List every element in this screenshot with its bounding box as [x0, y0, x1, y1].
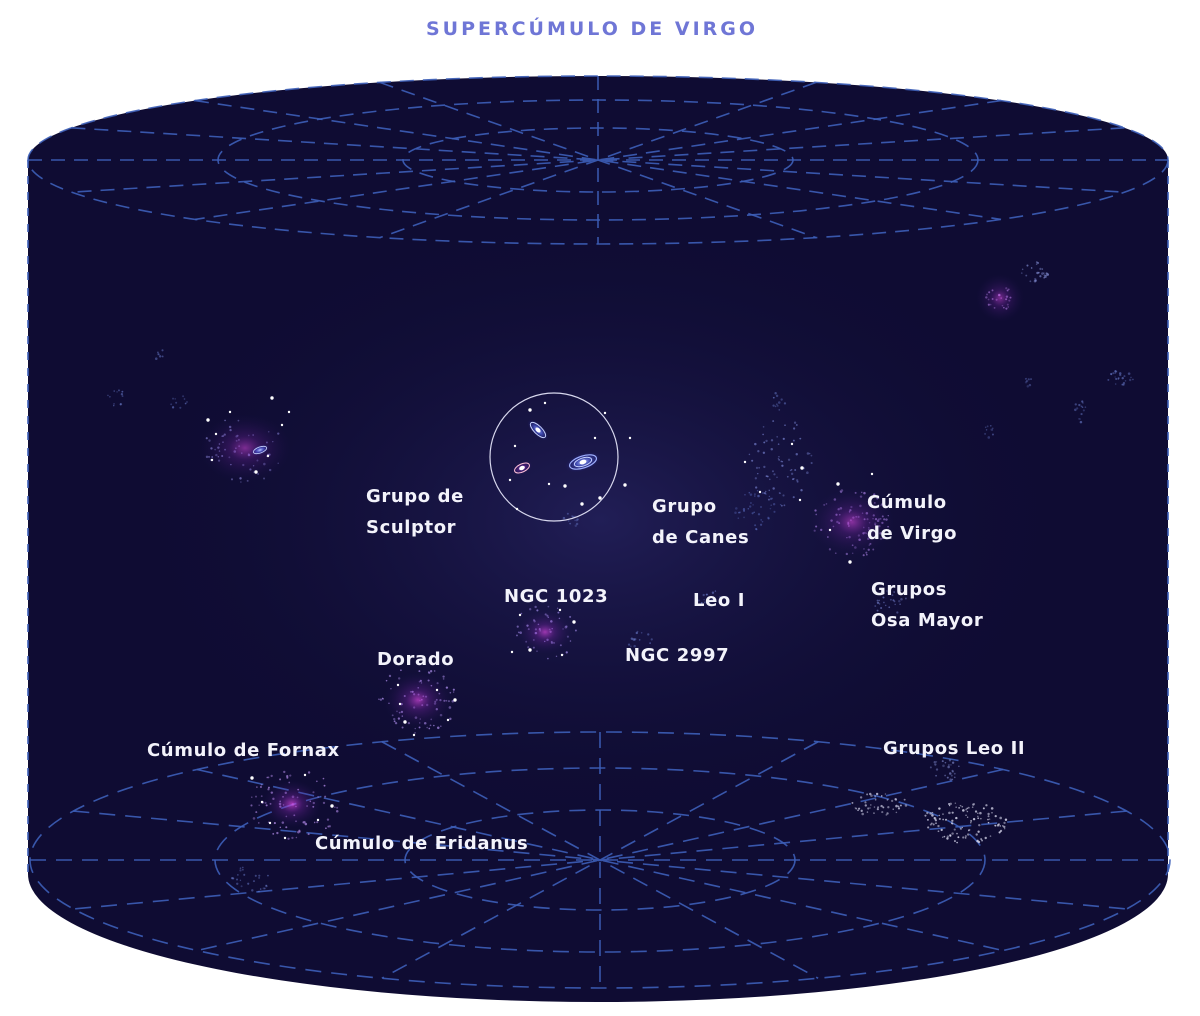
- label-fornax-cluster: Cúmulo de Fornax: [147, 740, 340, 761]
- star: [515, 507, 519, 511]
- local-group: [489, 392, 619, 522]
- star: [210, 458, 214, 462]
- glow-dorado: [384, 672, 452, 728]
- label-virgo-line1: Cúmulo: [867, 492, 947, 513]
- galaxy-far-left: [250, 444, 270, 456]
- bright-stars: [206, 396, 874, 840]
- star: [603, 411, 607, 415]
- diagram-title: SUPERCÚMULO DE VIRGO: [425, 18, 759, 40]
- star: [266, 454, 270, 458]
- star: [547, 482, 551, 486]
- center-halo: [120, 200, 1080, 840]
- cluster-glows: [199, 274, 1024, 828]
- star: [510, 650, 514, 654]
- star: [593, 436, 597, 440]
- star: [580, 502, 584, 506]
- star: [828, 528, 832, 532]
- star: [870, 472, 874, 476]
- label-ngc1023: NGC 1023: [504, 586, 609, 607]
- star: [270, 396, 274, 400]
- glow-fornax: [262, 780, 322, 828]
- label-osa-mayor-line2: Osa Mayor: [871, 610, 984, 631]
- star: [560, 653, 564, 657]
- star: [563, 484, 567, 488]
- star: [453, 698, 457, 702]
- star: [743, 460, 747, 464]
- star: [228, 410, 232, 414]
- star: [836, 482, 840, 486]
- star: [330, 804, 334, 808]
- star: [543, 401, 547, 405]
- star: [398, 702, 402, 706]
- star: [758, 490, 762, 494]
- star: [316, 818, 320, 822]
- star: [800, 466, 804, 470]
- star: [412, 733, 416, 737]
- label-sculptor-group: Grupo de Sculptor: [366, 481, 464, 543]
- star: [598, 496, 602, 500]
- label-leo2-groups: Grupos Leo II: [883, 738, 1026, 759]
- star: [513, 444, 517, 448]
- andromeda-galaxy: [564, 451, 602, 473]
- label-sculptor-line1: Grupo de: [366, 486, 464, 507]
- glow-upper-right: [976, 274, 1024, 322]
- star: [623, 483, 627, 487]
- label-virgo-cluster: Cúmulo de Virgo: [867, 487, 957, 549]
- cylinder-edges: [27, 160, 1169, 874]
- bottom-grid-spokes: [30, 732, 1170, 988]
- label-canes-line2: de Canes: [652, 527, 750, 548]
- star: [508, 478, 512, 482]
- star: [283, 836, 287, 840]
- glow-virgo: [810, 488, 894, 556]
- star: [435, 688, 439, 692]
- label-sculptor-line2: Sculptor: [366, 517, 457, 538]
- star: [572, 620, 576, 624]
- star: [250, 776, 254, 780]
- label-virgo-line2: de Virgo: [867, 523, 958, 544]
- top-grid-spokes: [28, 76, 1168, 244]
- star: [396, 683, 400, 687]
- glow-ngc1023: [517, 610, 573, 654]
- star: [848, 560, 852, 564]
- label-osa-mayor-line1: Grupos: [871, 579, 948, 600]
- star: [558, 608, 562, 612]
- local-group-circle: [489, 392, 619, 522]
- label-canes-group: Grupo de Canes: [652, 491, 749, 553]
- label-eridanus-cluster: Cúmulo de Eridanus: [315, 833, 529, 854]
- label-dorado: Dorado: [377, 649, 455, 670]
- star: [260, 800, 264, 804]
- star: [528, 408, 532, 412]
- star: [254, 470, 258, 474]
- glow-far-left: [199, 414, 291, 482]
- star: [403, 720, 407, 724]
- label-leo1: Leo I: [693, 590, 746, 611]
- star: [280, 423, 284, 427]
- star: [206, 418, 210, 422]
- star: [214, 432, 218, 436]
- star: [287, 410, 291, 414]
- star: [798, 498, 802, 502]
- label-canes-line1: Grupo: [652, 496, 717, 517]
- milky-way-galaxy: [527, 419, 549, 441]
- label-osa-mayor-groups: Grupos Osa Mayor: [871, 574, 983, 636]
- star: [628, 436, 632, 440]
- star: [528, 648, 532, 652]
- star: [268, 821, 272, 825]
- label-ngc2997: NGC 2997: [625, 645, 730, 666]
- star: [518, 613, 522, 617]
- star: [446, 718, 450, 722]
- star: [790, 442, 794, 446]
- triangulum-galaxy: [511, 460, 533, 476]
- star: [303, 773, 307, 777]
